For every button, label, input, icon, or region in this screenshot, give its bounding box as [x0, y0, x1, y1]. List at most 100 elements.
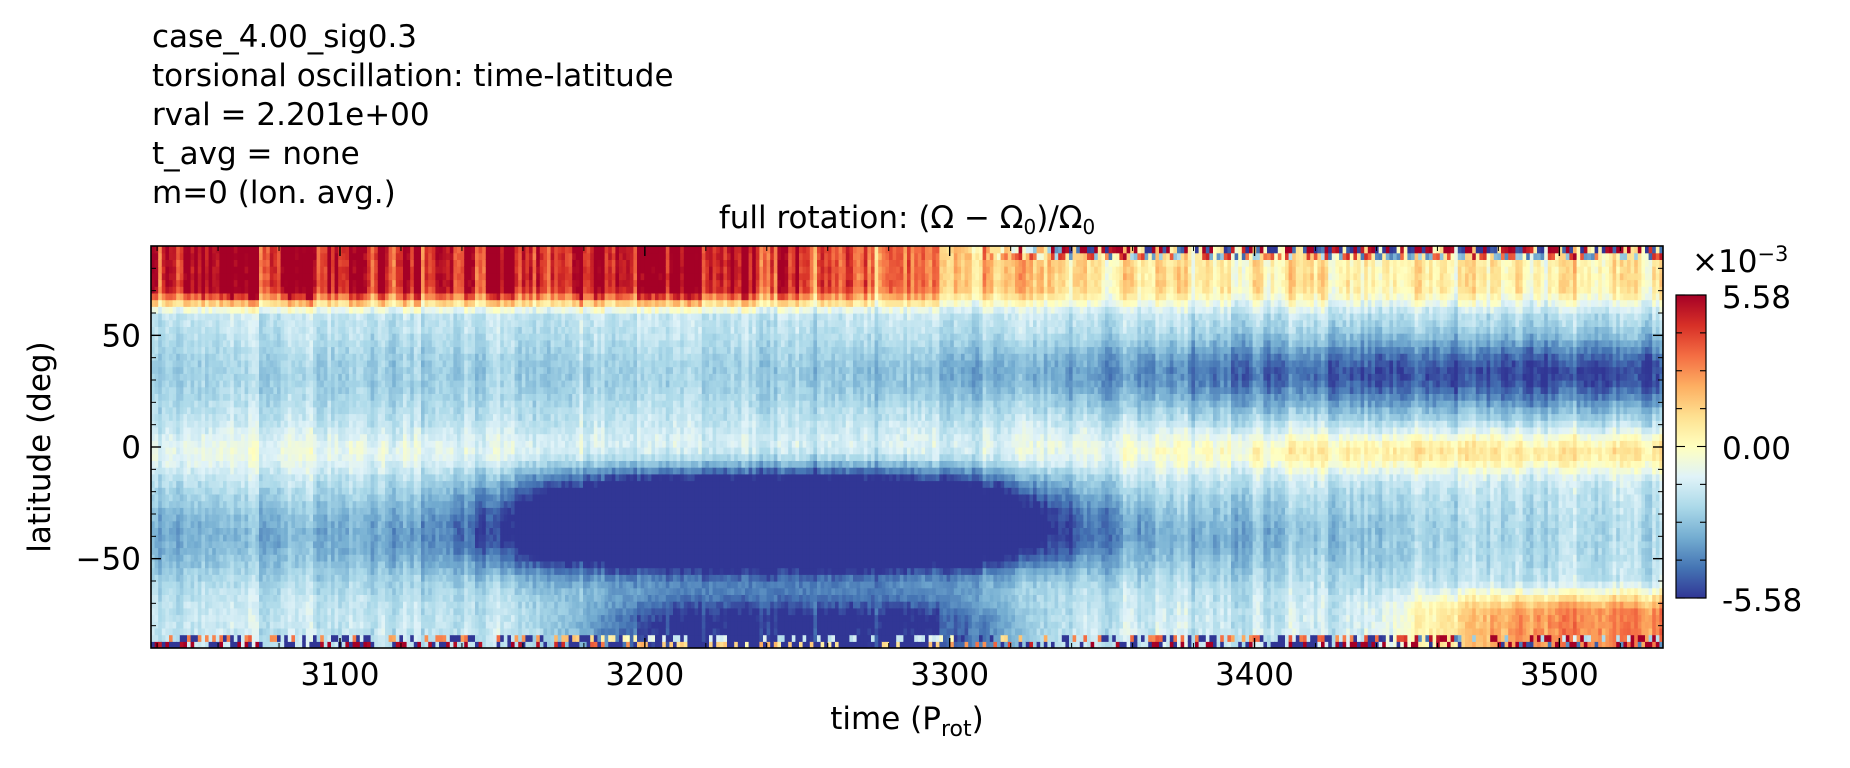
heatmap-cell [165, 601, 170, 609]
heatmap-cell [413, 493, 418, 502]
heatmap-cell [406, 373, 411, 381]
heatmap-cell [345, 266, 350, 274]
heatmap-cell [154, 252, 159, 260]
heatmap-cell [388, 373, 393, 381]
heatmap-cell [406, 560, 411, 569]
heatmap-cell [197, 313, 202, 321]
heatmap-cell [428, 527, 433, 535]
heatmap-cell [377, 306, 382, 314]
heatmap-cell [161, 406, 166, 415]
heatmap-cell [215, 380, 220, 388]
heatmap-cell [338, 453, 343, 461]
heatmap-cell [194, 413, 199, 421]
heatmap-cell [334, 480, 339, 488]
heatmap-cell [244, 413, 249, 421]
heatmap-cell [215, 359, 220, 368]
heatmap-cell [187, 601, 192, 609]
heatmap-cell [273, 246, 278, 254]
heatmap-cell [230, 292, 235, 301]
heatmap-cell [424, 420, 429, 428]
heatmap-cell [399, 453, 404, 461]
heatmap-cell [428, 272, 433, 281]
heatmap-cell [187, 574, 192, 582]
heatmap-cell [435, 246, 440, 254]
heatmap-cell [165, 507, 170, 515]
heatmap-cell [424, 627, 429, 636]
heatmap-cell [341, 393, 346, 401]
heatmap-cell [345, 487, 350, 495]
heatmap-cell [183, 493, 188, 502]
heatmap-cell [212, 292, 217, 301]
heatmap-cell [154, 286, 159, 294]
heatmap-cell [158, 507, 163, 515]
heatmap-cell [399, 339, 404, 348]
heatmap-cell [251, 587, 256, 595]
heatmap-cell [215, 614, 220, 622]
heatmap-cell [277, 560, 282, 569]
heatmap-cell [327, 460, 332, 468]
heatmap-cell [320, 500, 325, 508]
heatmap-cell [341, 534, 346, 542]
heatmap-cell [291, 299, 296, 307]
heatmap-cell [233, 366, 238, 374]
heatmap-cell [298, 393, 303, 401]
heatmap-cell [392, 272, 397, 281]
heatmap-cell [341, 353, 346, 361]
heatmap-cell [331, 292, 336, 301]
heatmap-cell [349, 560, 354, 569]
heatmap-cell [341, 621, 346, 629]
heatmap-cell [356, 272, 361, 281]
heatmap-cell [241, 527, 246, 535]
heatmap-cell [291, 493, 296, 502]
heatmap-cell [194, 507, 199, 515]
heatmap-cell [399, 627, 404, 636]
heatmap-cell [392, 493, 397, 502]
heatmap-cell [363, 420, 368, 428]
heatmap-cell [298, 447, 303, 455]
heatmap-cell [226, 500, 231, 508]
heatmap-cell [165, 634, 170, 642]
heatmap-cell [176, 286, 181, 294]
heatmap-cell [363, 299, 368, 307]
heatmap-cell [158, 641, 163, 648]
heatmap-cell [241, 272, 246, 281]
heatmap-cell [413, 426, 418, 435]
heatmap-cell [208, 366, 213, 374]
heatmap-cell [197, 266, 202, 274]
heatmap-cell [313, 413, 318, 421]
heatmap-cell [428, 520, 433, 528]
heatmap-cell [320, 380, 325, 388]
heatmap-cell [338, 266, 343, 274]
heatmap-cell [194, 574, 199, 582]
heatmap-cell [284, 554, 289, 562]
heatmap-cell [219, 493, 224, 502]
heatmap-cell [248, 420, 253, 428]
heatmap-cell [439, 386, 444, 394]
heatmap-cell [233, 393, 238, 401]
heatmap-cell [439, 366, 444, 374]
heatmap-cell [421, 346, 426, 354]
heatmap-cell [244, 333, 249, 341]
heatmap-cell [417, 292, 422, 301]
heatmap-cell [320, 299, 325, 307]
heatmap-cell [421, 279, 426, 287]
heatmap-cell [298, 520, 303, 528]
heatmap-cell [215, 373, 220, 381]
heatmap-cell [399, 440, 404, 448]
heatmap-cell [352, 433, 357, 441]
heatmap-cell [226, 527, 231, 535]
heatmap-cell [413, 453, 418, 461]
heatmap-cell [172, 386, 177, 394]
heatmap-cell [341, 292, 346, 301]
heatmap-cell [424, 313, 429, 321]
heatmap-cell [295, 634, 300, 642]
heatmap-cell [388, 527, 393, 535]
heatmap-cell [309, 507, 314, 515]
heatmap-cell [161, 460, 166, 468]
heatmap-cell [277, 299, 282, 307]
heatmap-cell [327, 386, 332, 394]
heatmap-cell [313, 447, 318, 455]
heatmap-cell [395, 339, 400, 348]
heatmap-cell [241, 540, 246, 549]
heatmap-cell [215, 587, 220, 595]
